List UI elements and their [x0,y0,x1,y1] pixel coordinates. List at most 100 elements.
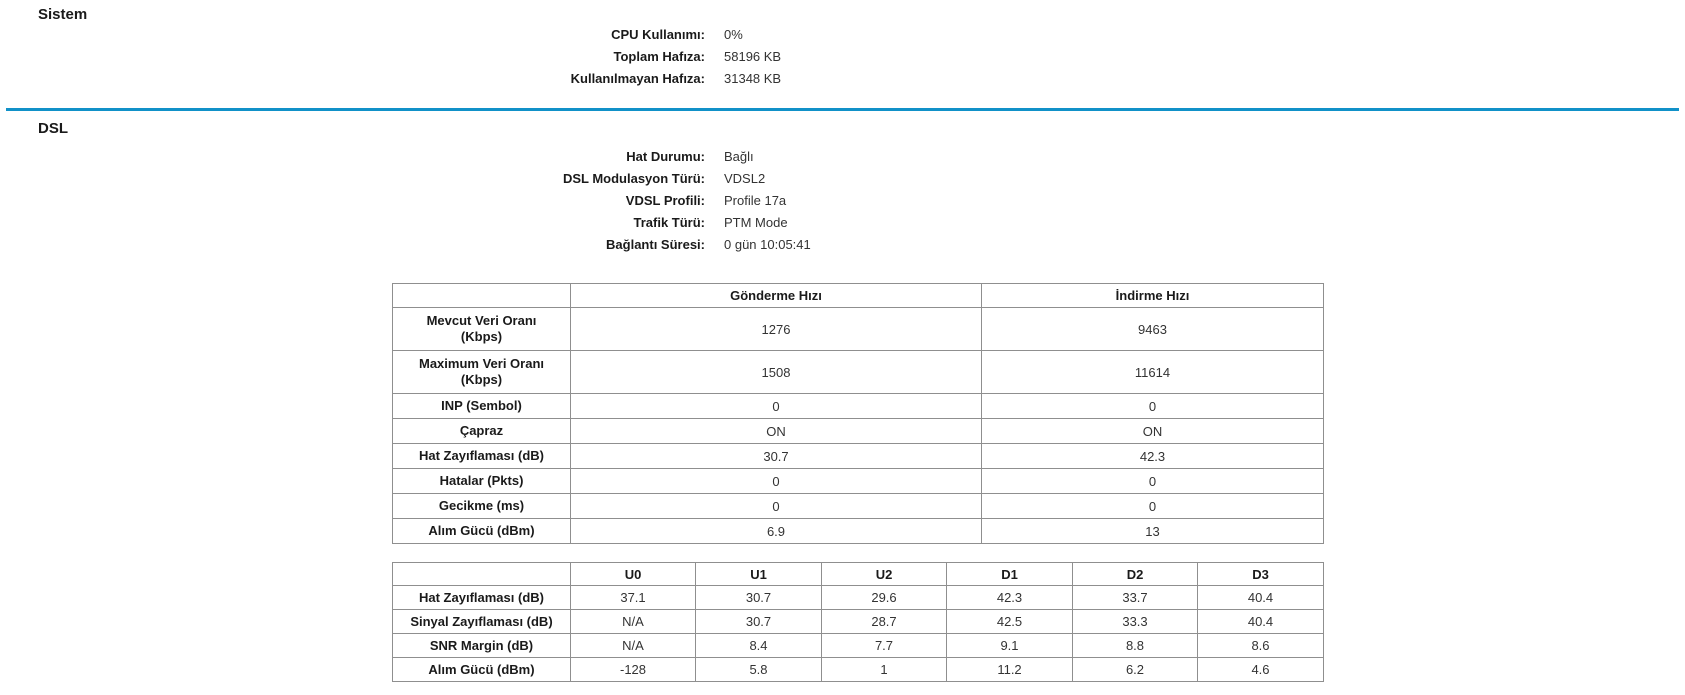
sistem-row-cpu: CPU Kullanımı: 0% [0,24,781,46]
power-down: 13 [981,518,1324,544]
cell: 33.7 [1072,585,1198,610]
current-rate-row-label: Mevcut Veri Oranı (Kbps) [392,307,571,351]
table-row: Sinyal Zayıflaması (dB) N/A 30.7 28.7 42… [392,609,1324,634]
dsl-rate-table: Gönderme Hızı İndirme Hızı Mevcut Veri O… [392,283,1324,544]
dsl-info-list: Hat Durumu: Bağlı DSL Modulasyon Türü: V… [0,146,811,256]
table-row: Gecikme (ms) 0 0 [392,493,1324,519]
current-rate-up: 1276 [570,307,982,351]
cell: 40.4 [1197,585,1324,610]
section-divider-line [6,108,1679,111]
table-row: Mevcut Veri Oranı (Kbps) 1276 9463 [392,307,1324,351]
vdsl-profile-label: VDSL Profili: [625,193,705,208]
errors-row-label: Hatalar (Pkts) [392,468,571,494]
cell: 33.3 [1072,609,1198,634]
errors-up: 0 [570,468,982,494]
table-row: SNR Margin (dB) N/A 8.4 7.7 9.1 8.8 8.6 [392,633,1324,658]
current-rate-down: 9463 [981,307,1324,351]
line-status-value: Bağlı [724,149,754,164]
line-attenuation-row-label: Hat Zayıflaması (dB) [392,443,571,469]
table-row: Hat Zayıflaması (dB) 37.1 30.7 29.6 42.3… [392,585,1324,610]
inp-down: 0 [981,393,1324,419]
cell: 42.3 [946,585,1073,610]
traffic-type-label: Trafik Türü: [633,215,705,230]
delay-down: 0 [981,493,1324,519]
cell: 29.6 [821,585,947,610]
errors-down: 0 [981,468,1324,494]
band-snr-margin-label: SNR Margin (dB) [392,633,571,658]
inp-row-label: INP (Sembol) [392,393,571,419]
band-u0-header: U0 [570,562,696,586]
cell: 4.6 [1197,657,1324,682]
vdsl-profile-value: Profile 17a [724,193,787,208]
traffic-type-value: PTM Mode [724,215,788,230]
cell: 8.6 [1197,633,1324,658]
cell: 42.5 [946,609,1073,634]
cell: 30.7 [695,585,822,610]
cell: 37.1 [570,585,696,610]
band-table-header-row: U0 U1 U2 D1 D2 D3 [392,562,1324,586]
cell: 6.2 [1072,657,1198,682]
dsl-row-vdsl-profile: VDSL Profili: Profile 17a [0,190,811,212]
modulation-label: DSL Modulasyon Türü: [562,171,705,186]
trellis-up: ON [570,418,982,444]
max-rate-up: 1508 [570,350,982,394]
line-attenuation-down: 42.3 [981,443,1324,469]
rate-table-corner-cell [392,283,571,308]
band-line-attenuation-label: Hat Zayıflaması (dB) [392,585,571,610]
dsl-row-uptime: Bağlantı Süresi: 0 gün 10:05:41 [0,234,811,256]
cell: N/A [570,609,696,634]
total-memory-label: Toplam Hafıza: [613,49,706,64]
cell: 11.2 [946,657,1073,682]
cell: 1 [821,657,947,682]
band-d3-header: D3 [1197,562,1324,586]
cell: 30.7 [695,609,822,634]
uptime-label: Bağlantı Süresi: [606,237,705,252]
total-memory-value: 58196 KB [724,49,782,64]
cell: 9.1 [946,633,1073,658]
trellis-down: ON [981,418,1324,444]
delay-row-label: Gecikme (ms) [392,493,571,519]
uptime-value: 0 gün 10:05:41 [724,237,811,252]
table-row: Maximum Veri Oranı (Kbps) 1508 11614 [392,350,1324,394]
table-row: Hatalar (Pkts) 0 0 [392,468,1324,494]
cell: -128 [570,657,696,682]
table-row: Hat Zayıflaması (dB) 30.7 42.3 [392,443,1324,469]
dsl-row-modulation: DSL Modulasyon Türü: VDSL2 [0,168,811,190]
band-power-label: Alım Gücü (dBm) [392,657,571,682]
band-u2-header: U2 [821,562,947,586]
line-status-label: Hat Durumu: [626,149,705,164]
cell: 8.4 [695,633,822,658]
dsl-band-table: U0 U1 U2 D1 D2 D3 Hat Zayıflaması (dB) 3… [392,562,1324,682]
table-row: Alım Gücü (dBm) -128 5.8 1 11.2 6.2 4.6 [392,657,1324,682]
band-d1-header: D1 [946,562,1073,586]
sistem-row-total-memory: Toplam Hafıza: 58196 KB [0,46,782,68]
delay-up: 0 [570,493,982,519]
sistem-row-free-memory: Kullanılmayan Hafıza: 31348 KB [0,68,781,90]
band-u1-header: U1 [695,562,822,586]
cell: 8.8 [1072,633,1198,658]
inp-up: 0 [570,393,982,419]
cell: 5.8 [695,657,822,682]
sistem-section-title: Sistem [38,6,88,23]
cell: 40.4 [1197,609,1324,634]
dsl-row-traffic-type: Trafik Türü: PTM Mode [0,212,811,234]
upstream-rate-header: Gönderme Hızı [570,283,982,308]
cell: 7.7 [821,633,947,658]
max-rate-row-label: Maximum Veri Oranı (Kbps) [392,350,571,394]
line-attenuation-up: 30.7 [570,443,982,469]
band-d2-header: D2 [1072,562,1198,586]
modulation-value: VDSL2 [724,171,766,186]
cpu-usage-label: CPU Kullanımı: [611,27,705,42]
rate-table-header-row: Gönderme Hızı İndirme Hızı [392,283,1324,308]
trellis-row-label: Çapraz [392,418,571,444]
table-row: Çapraz ON ON [392,418,1324,444]
cpu-usage-value: 0% [724,27,743,42]
downstream-rate-header: İndirme Hızı [981,283,1324,308]
dsl-row-line-status: Hat Durumu: Bağlı [0,146,811,168]
cell: 28.7 [821,609,947,634]
band-table-corner-cell [392,562,571,586]
cell: N/A [570,633,696,658]
table-row: INP (Sembol) 0 0 [392,393,1324,419]
power-row-label: Alım Gücü (dBm) [392,518,571,544]
